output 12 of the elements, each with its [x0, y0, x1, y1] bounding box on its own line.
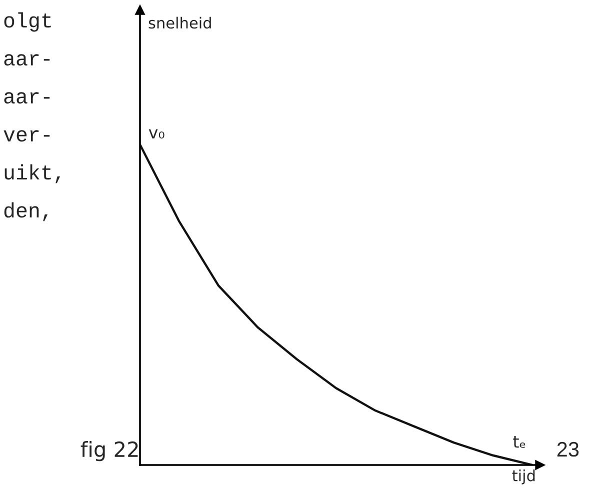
annotation: tₑ	[513, 436, 526, 448]
text: snelheid	[148, 16, 211, 29]
text: uikt,	[4, 164, 60, 184]
text: ver-	[4, 130, 50, 142]
text: den,	[4, 202, 48, 222]
text: aar-	[4, 54, 50, 66]
caption: fig 22	[80, 441, 138, 462]
text: v₀	[148, 129, 164, 139]
text: aar-	[4, 92, 50, 104]
text: 23	[557, 442, 579, 457]
x-axis-title: tijd	[512, 470, 535, 484]
text: olgt	[4, 12, 51, 32]
